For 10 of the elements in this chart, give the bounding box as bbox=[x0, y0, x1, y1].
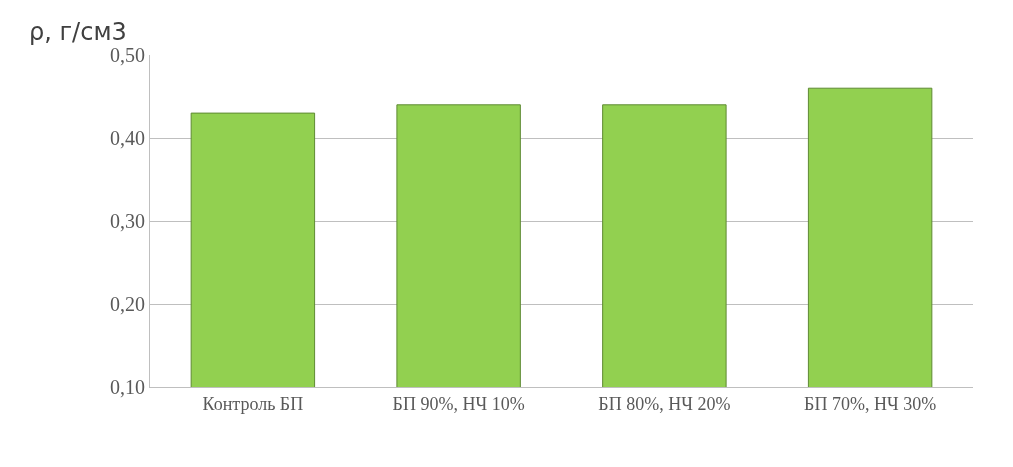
y-tick-label: 0,20 bbox=[110, 293, 145, 315]
y-axis-title: ρ, г/см3 bbox=[29, 18, 127, 46]
x-tick-label: БП 70%, НЧ 30% bbox=[804, 393, 937, 414]
x-tick-label: Контроль БП bbox=[202, 393, 304, 414]
y-tick-label: 0,40 bbox=[110, 127, 145, 149]
x-tick-label: БП 80%, НЧ 20% bbox=[598, 393, 731, 414]
y-tick-label: 0,30 bbox=[110, 210, 145, 232]
y-tick-label: 0,10 bbox=[110, 376, 145, 398]
y-tick-label: 0,50 bbox=[110, 44, 145, 66]
x-tick-label: БП 90%, НЧ 10% bbox=[392, 393, 525, 414]
